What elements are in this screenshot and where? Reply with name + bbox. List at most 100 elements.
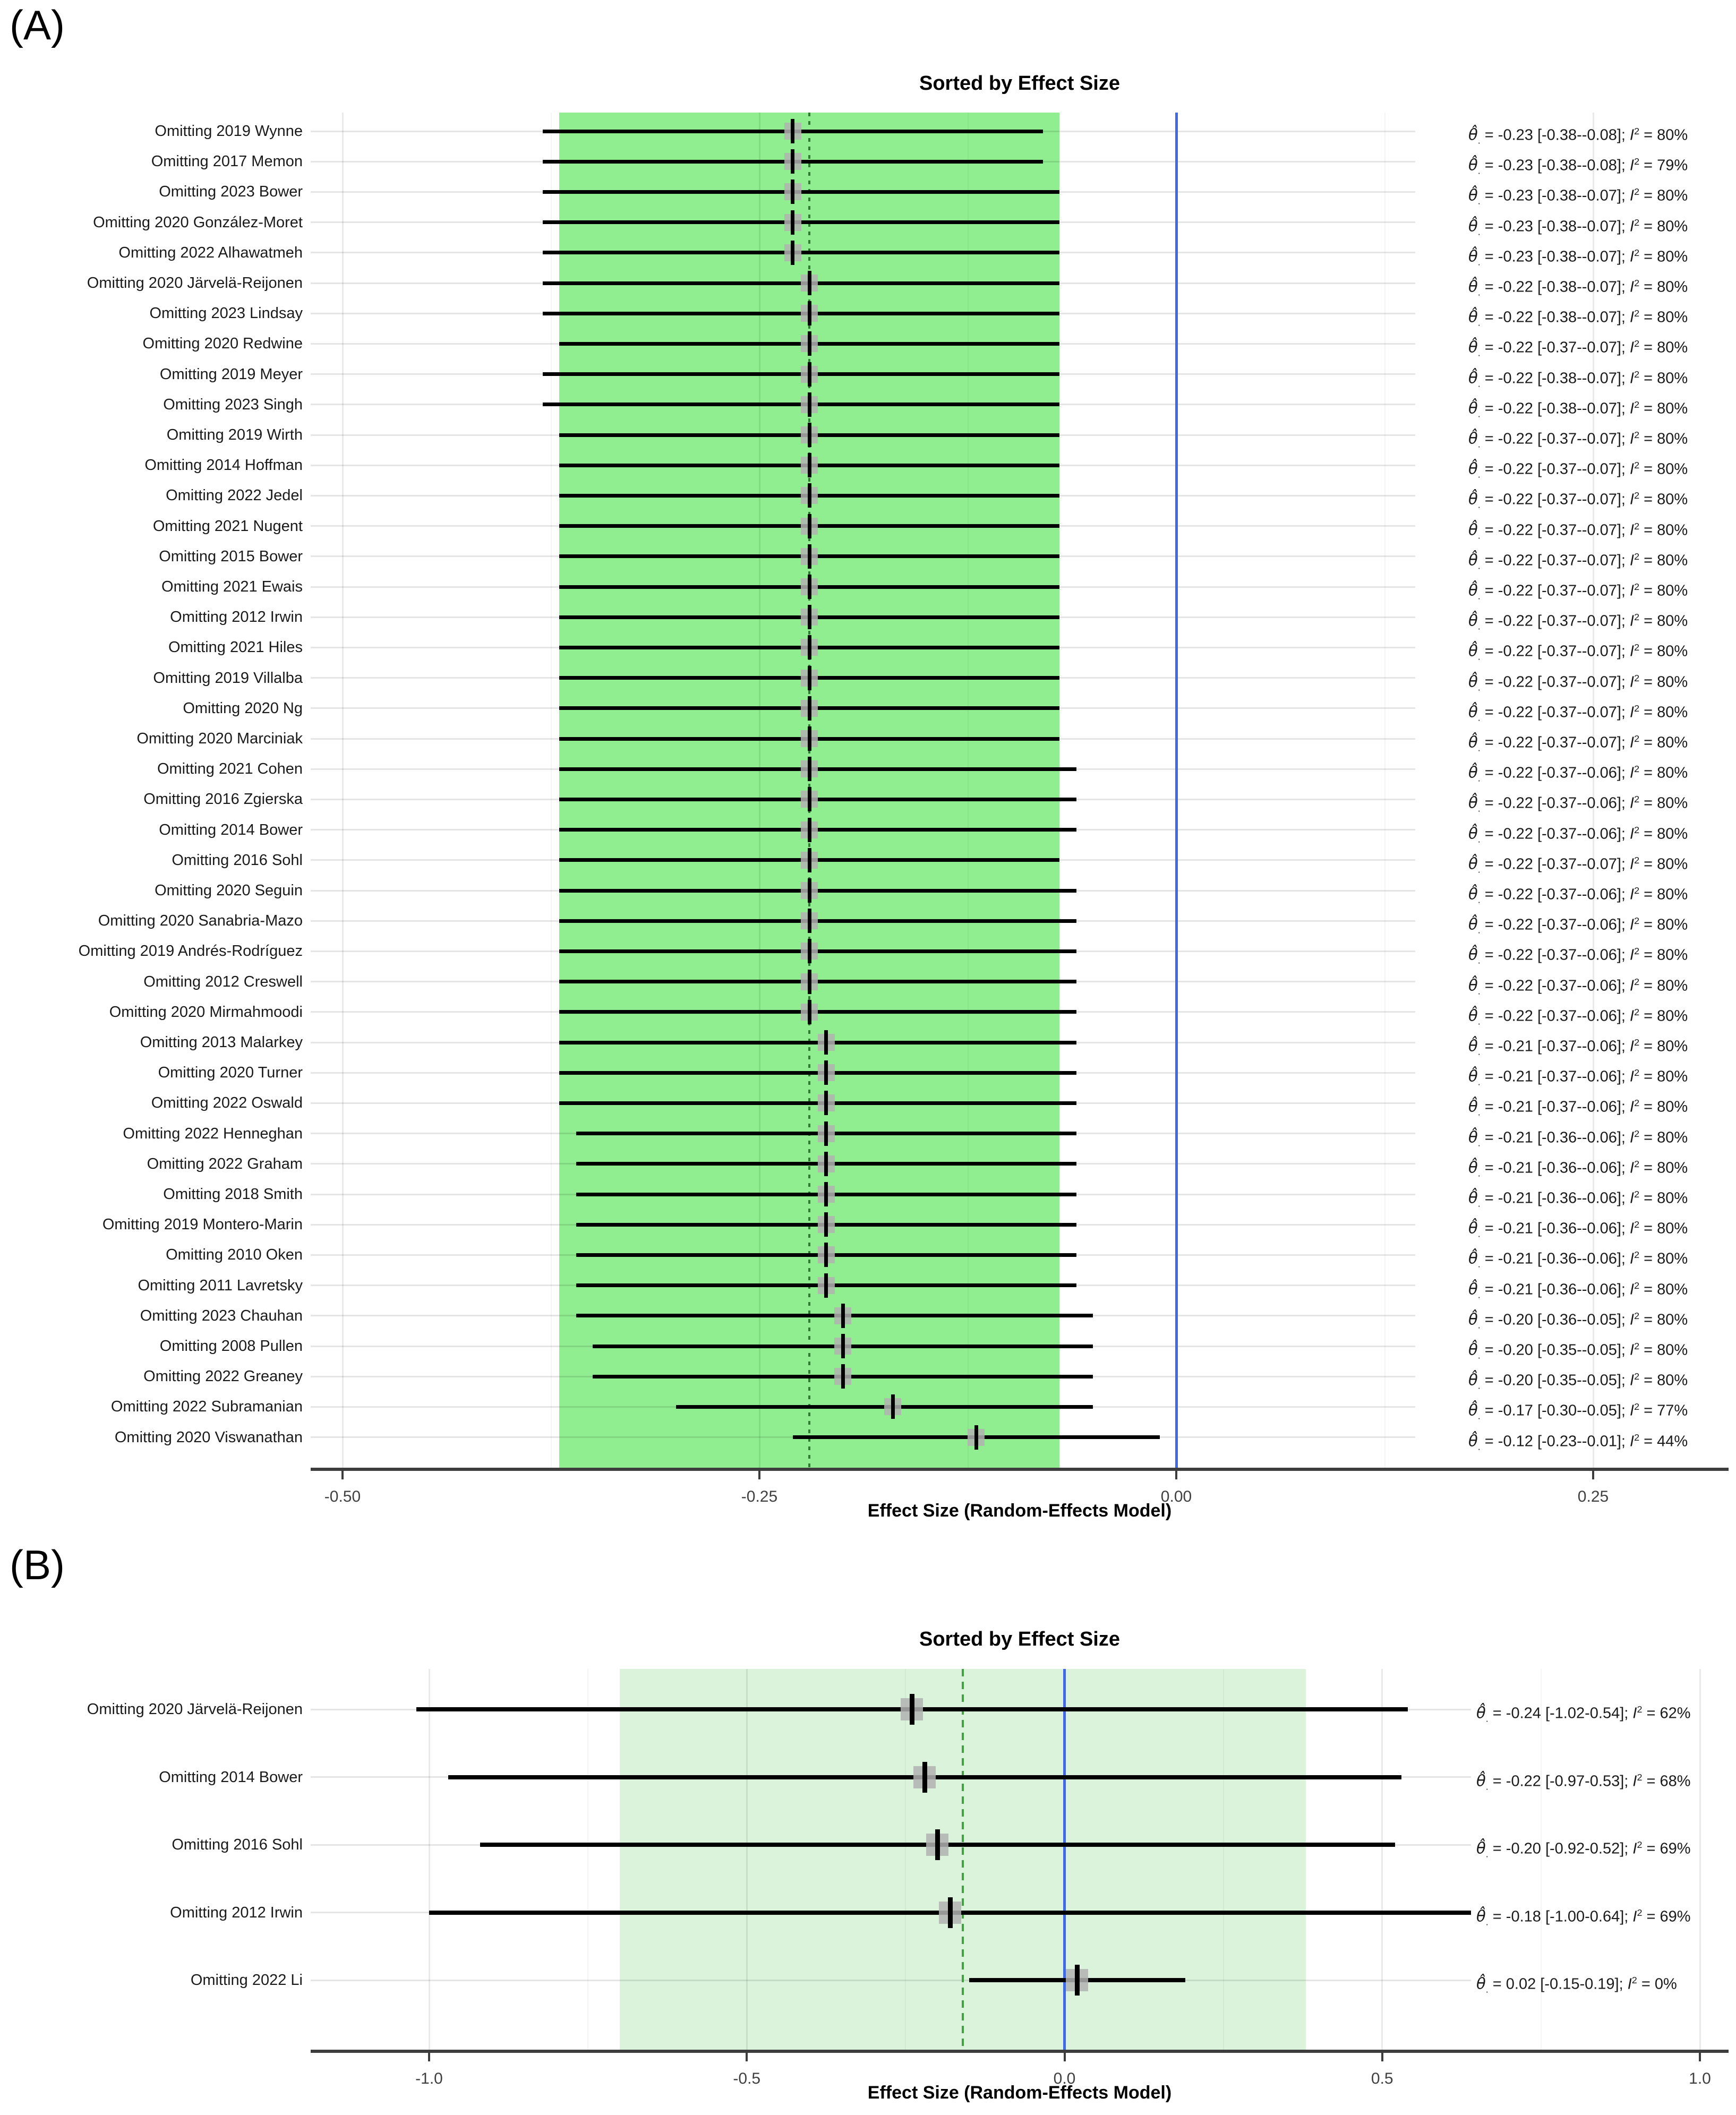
estimator-symbol: θ̂: [1476, 1703, 1486, 1722]
panel-a-stats-label-39: θ̂. = -0.20 [-0.36--0.05]; I2 = 80%: [1468, 1310, 1688, 1331]
estimator-subscript: .: [1477, 894, 1481, 905]
estimator-symbol: θ̂: [1468, 915, 1478, 934]
panel-b-major-gridline-4: [1699, 1669, 1701, 2050]
panel-a-stats-label-12: θ̂. = -0.22 [-0.37--0.07]; I2 = 80%: [1468, 490, 1688, 510]
heterogeneity-superscript: 2: [1634, 1189, 1640, 1200]
heterogeneity-superscript: 2: [1634, 976, 1640, 987]
estimator-subscript: .: [1477, 317, 1481, 328]
estimator-symbol: θ̂: [1468, 520, 1478, 539]
heterogeneity-symbol: I: [1630, 370, 1635, 387]
panel-b-major-gridline-1: [746, 1669, 748, 2050]
estimator-subscript: .: [1477, 256, 1481, 268]
panel-a-x-axis-line: [311, 1468, 1729, 1471]
estimator-subscript: .: [1485, 1848, 1489, 1860]
estimator-symbol: θ̂: [1468, 1401, 1478, 1420]
heterogeneity-symbol: I: [1630, 1159, 1635, 1177]
panel-a-stats-label-13: θ̂. = -0.22 [-0.37--0.07]; I2 = 80%: [1468, 520, 1688, 541]
heterogeneity-symbol: I: [1630, 309, 1635, 326]
panel-a-point-marker-cross-36: [824, 1212, 828, 1237]
panel-a-x-tick-label-0: -0.50: [324, 1488, 361, 1505]
panel-a-stats-label-41: θ̂. = -0.20 [-0.35--0.05]; I2 = 80%: [1468, 1371, 1688, 1391]
panel-a-study-label-26: Omitting 2020 Sanabria-Mazo: [98, 912, 303, 930]
panel-a-study-label-22: Omitting 2016 Zgierska: [143, 791, 303, 808]
heterogeneity-superscript: 2: [1634, 1401, 1640, 1412]
heterogeneity-symbol: I: [1630, 855, 1635, 873]
heterogeneity-symbol: I: [1630, 886, 1635, 903]
estimator-subscript: .: [1477, 986, 1481, 997]
estimator-subscript: .: [1477, 621, 1481, 632]
estimator-symbol: θ̂: [1468, 1067, 1478, 1085]
estimator-subscript: .: [1477, 287, 1481, 298]
panel-a-point-marker-cross-19: [807, 696, 811, 721]
estimator-symbol: θ̂: [1468, 429, 1478, 448]
estimator-subscript: .: [1477, 682, 1481, 693]
panel-a-study-label-4: Omitting 2022 Alhawatmeh: [118, 244, 303, 261]
panel-b-major-gridline-0: [428, 1669, 430, 2050]
panel-a-study-label-0: Omitting 2019 Wynne: [155, 123, 303, 140]
heterogeneity-superscript: 2: [1634, 338, 1640, 349]
panel-a-stats-label-10: θ̂. = -0.22 [-0.37--0.07]; I2 = 80%: [1468, 429, 1688, 450]
estimator-subscript: .: [1477, 803, 1481, 814]
panel-b-stats-label-3: θ̂. = -0.18 [-1.00-0.64]; I2 = 69%: [1476, 1907, 1691, 1927]
panel-a-stats-label-30: θ̂. = -0.21 [-0.37--0.06]; I2 = 80%: [1468, 1037, 1688, 1057]
panel-a-stats-label-25: θ̂. = -0.22 [-0.37--0.06]; I2 = 80%: [1468, 885, 1688, 905]
estimator-symbol: θ̂: [1468, 369, 1478, 387]
heterogeneity-symbol: I: [1630, 187, 1635, 205]
estimator-symbol: θ̂: [1468, 551, 1478, 569]
panel-b-x-tick-label-2: 0.0: [1053, 2070, 1076, 2087]
panel-a-point-marker-cross-2: [791, 179, 795, 204]
panel-a-stats-label-27: θ̂. = -0.22 [-0.37--0.06]; I2 = 80%: [1468, 946, 1688, 966]
heterogeneity-symbol: I: [1630, 157, 1635, 174]
heterogeneity-superscript: 2: [1634, 156, 1640, 167]
panel-a-x-tick-label-2: 0.00: [1160, 1488, 1192, 1505]
panel-b-study-label-4: Omitting 2022 Li: [190, 1972, 303, 1989]
panel-a-stats-label-21: θ̂. = -0.22 [-0.37--0.06]; I2 = 80%: [1468, 763, 1688, 784]
estimator-subscript: .: [1477, 499, 1481, 510]
heterogeneity-superscript: 2: [1634, 308, 1640, 319]
heterogeneity-symbol: I: [1630, 491, 1635, 509]
panel-a-study-label-2: Omitting 2023 Bower: [159, 183, 303, 201]
panel-a-stats-label-14: θ̂. = -0.22 [-0.37--0.07]; I2 = 80%: [1468, 551, 1688, 571]
panel-b-minor-gridline-2: [1222, 1669, 1224, 2050]
estimator-subscript: .: [1477, 165, 1481, 176]
heterogeneity-superscript: 2: [1634, 1432, 1640, 1443]
estimator-subscript: .: [1477, 1107, 1481, 1118]
estimator-symbol: θ̂: [1468, 1006, 1478, 1025]
heterogeneity-superscript: 2: [1637, 1771, 1643, 1783]
heterogeneity-symbol: I: [1627, 1975, 1632, 1993]
heterogeneity-superscript: 2: [1634, 1219, 1640, 1230]
panel-a-major-gridline-3: [1592, 113, 1594, 1468]
estimator-subscript: .: [1477, 195, 1481, 207]
heterogeneity-superscript: 2: [1634, 642, 1640, 653]
panel-a-stats-label-22: θ̂. = -0.22 [-0.37--0.06]; I2 = 80%: [1468, 794, 1688, 814]
heterogeneity-superscript: 2: [1634, 460, 1640, 471]
panel-a-minor-gridline-1: [967, 113, 969, 1468]
panel-a-study-label-6: Omitting 2023 Lindsay: [149, 305, 303, 322]
estimator-symbol: θ̂: [1468, 1037, 1478, 1055]
heterogeneity-superscript: 2: [1634, 1098, 1640, 1109]
estimator-subscript: .: [1477, 651, 1481, 662]
panel-a-stats-label-15: θ̂. = -0.22 [-0.37--0.07]; I2 = 80%: [1468, 581, 1688, 602]
panel-b-study-label-0: Omitting 2020 Järvelä-Reijonen: [87, 1701, 303, 1718]
panel-b-x-tick-4: [1699, 2053, 1701, 2061]
panel-a-point-marker-cross-32: [824, 1091, 828, 1116]
estimator-symbol: θ̂: [1468, 581, 1478, 600]
heterogeneity-superscript: 2: [1637, 1839, 1643, 1850]
panel-a-point-marker-cross-23: [807, 817, 811, 842]
heterogeneity-symbol: I: [1632, 1773, 1637, 1790]
panel-a-stats-label-32: θ̂. = -0.21 [-0.37--0.06]; I2 = 80%: [1468, 1098, 1688, 1118]
heterogeneity-symbol: I: [1630, 1402, 1635, 1420]
estimator-symbol: θ̂: [1468, 1128, 1478, 1146]
estimator-subscript: .: [1477, 1076, 1481, 1088]
panel-a-point-marker-cross-8: [807, 362, 811, 387]
estimator-subscript: .: [1477, 1350, 1481, 1361]
heterogeneity-superscript: 2: [1634, 885, 1640, 896]
heterogeneity-symbol: I: [1630, 552, 1635, 569]
panel-b-x-tick-label-0: -1.0: [415, 2070, 443, 2087]
estimator-symbol: θ̂: [1468, 1249, 1478, 1268]
panel-a-stats-label-36: θ̂. = -0.21 [-0.36--0.06]; I2 = 80%: [1468, 1219, 1688, 1239]
heterogeneity-symbol: I: [1630, 1372, 1635, 1389]
heterogeneity-superscript: 2: [1634, 186, 1640, 198]
panel-a-study-label-40: Omitting 2008 Pullen: [159, 1338, 303, 1355]
estimator-symbol: θ̂: [1468, 338, 1478, 357]
